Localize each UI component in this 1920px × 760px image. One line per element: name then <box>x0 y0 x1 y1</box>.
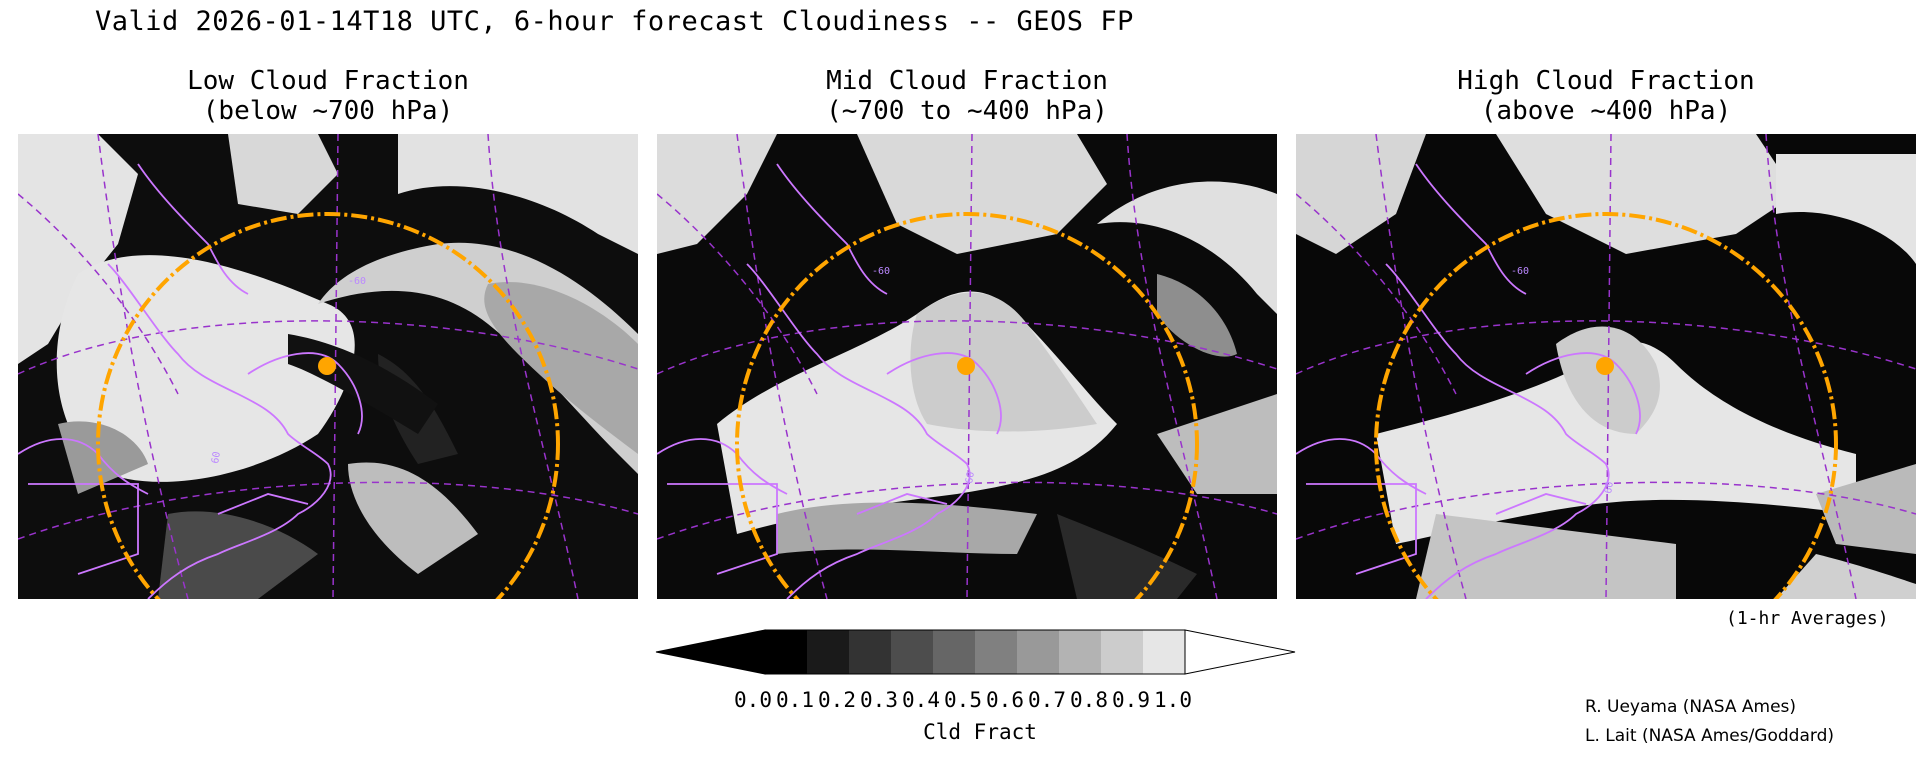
colorbar-tick-label: 0.7 <box>1028 688 1066 712</box>
lat-label: 60 <box>1603 481 1616 495</box>
colorbar-cell <box>765 630 807 674</box>
colorbar-tick-label: 0.6 <box>986 688 1024 712</box>
colorbar-cell <box>1059 630 1101 674</box>
colorbar-outline <box>764 629 1186 675</box>
main-title: Valid 2026-01-14T18 UTC, 6-hour forecast… <box>95 6 1134 37</box>
panel-title-line1: Low Cloud Fraction <box>187 66 469 96</box>
colorbar-cell <box>807 630 849 674</box>
panel-title-line1: High Cloud Fraction <box>1457 66 1755 96</box>
colorbar-tick-label: 0.5 <box>944 688 982 712</box>
colorbar-cells <box>655 629 1296 675</box>
credit-ueyama: R. Ueyama (NASA Ames) <box>1585 697 1797 717</box>
colorbar-cell <box>975 630 1017 674</box>
colorbar-cell <box>1101 630 1143 674</box>
lon-label: -60 <box>872 266 890 277</box>
averages-note: (1-hr Averages) <box>1726 608 1889 629</box>
panel-title-line1: Mid Cloud Fraction <box>826 66 1108 96</box>
colorbar-tick-label: 0.8 <box>1070 688 1108 712</box>
panel-title-line2: (~700 to ~400 hPa) <box>826 96 1108 126</box>
panel-title-low: Low Cloud Fraction (below ~700 hPa) <box>18 66 638 126</box>
map-low-cloud: 60 -60 <box>18 134 638 599</box>
panel-title-mid: Mid Cloud Fraction (~700 to ~400 hPa) <box>657 66 1277 126</box>
colorbar-tick-label: 0.1 <box>776 688 814 712</box>
colorbar-tick-label: 0.4 <box>902 688 940 712</box>
colorbar <box>655 629 1296 675</box>
map-mid-cloud: 60 -60 <box>657 134 1277 599</box>
panel-title-line2: (below ~700 hPa) <box>202 96 454 126</box>
colorbar-cell <box>1017 630 1059 674</box>
colorbar-tick-label: 0.9 <box>1112 688 1150 712</box>
colorbar-cell <box>891 630 933 674</box>
colorbar-tick-label: 1.0 <box>1154 688 1192 712</box>
panel-title-line2: (above ~400 hPa) <box>1480 96 1732 126</box>
map-mid-cloud-image: 60 -60 <box>657 134 1277 599</box>
colorbar-extend-low <box>655 629 766 675</box>
colorbar-cell <box>933 630 975 674</box>
lat-label: 60 <box>210 451 223 465</box>
map-high-cloud-image: 60 -60 <box>1296 134 1916 599</box>
map-high-cloud: 60 -60 <box>1296 134 1916 599</box>
colorbar-tick-label: 0.3 <box>860 688 898 712</box>
panel-title-high: High Cloud Fraction (above ~400 hPa) <box>1296 66 1916 126</box>
credit-lait: L. Lait (NASA Ames/Goddard) <box>1585 726 1834 746</box>
lat-label: 60 <box>964 471 977 485</box>
colorbar-cell <box>1143 630 1185 674</box>
colorbar-tick-label: 0.0 <box>734 688 772 712</box>
colorbar-tick-label: 0.2 <box>818 688 856 712</box>
lon-label: -60 <box>1511 266 1529 277</box>
colorbar-cell <box>849 630 891 674</box>
lon-label: -60 <box>348 276 366 287</box>
map-low-cloud-image: 60 -60 <box>18 134 638 599</box>
colorbar-title: Cld Fract <box>923 720 1037 744</box>
colorbar-extend-high <box>1184 629 1296 675</box>
